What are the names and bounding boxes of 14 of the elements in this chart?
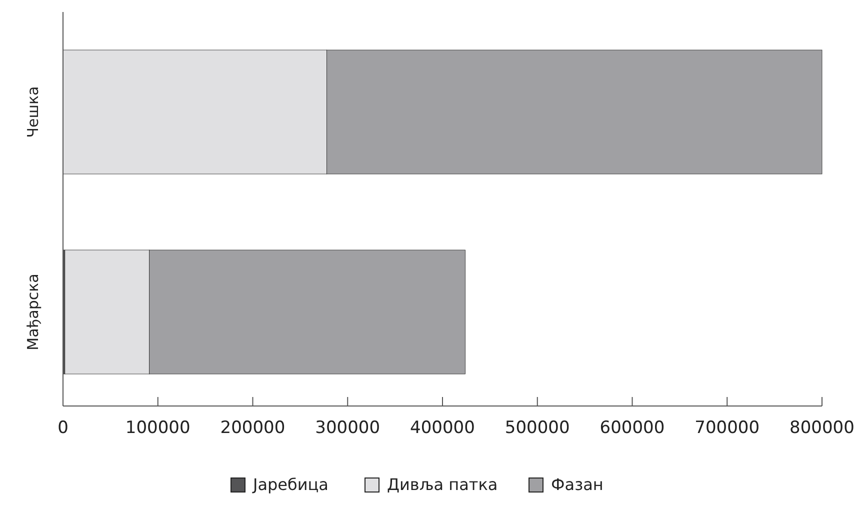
legend-label: Фазан [551,475,604,494]
x-tick-label: 0 [58,418,68,438]
y-tick-label: Чешка [24,86,42,138]
x-tick-label: 400000 [410,418,475,438]
legend-label: Дивља патка [387,475,498,494]
x-tick-label: 600000 [600,418,665,438]
x-tick-label: 100000 [125,418,190,438]
x-tick-label: 300000 [315,418,380,438]
legend-label: Јаребица [252,475,328,494]
x-tick-label: 500000 [504,418,570,438]
y-tick-label: Мађарска [24,274,42,350]
x-tick-label: 200000 [220,418,286,438]
x-tick-label: 800000 [790,418,854,438]
x-tick-label: 700000 [694,418,760,438]
